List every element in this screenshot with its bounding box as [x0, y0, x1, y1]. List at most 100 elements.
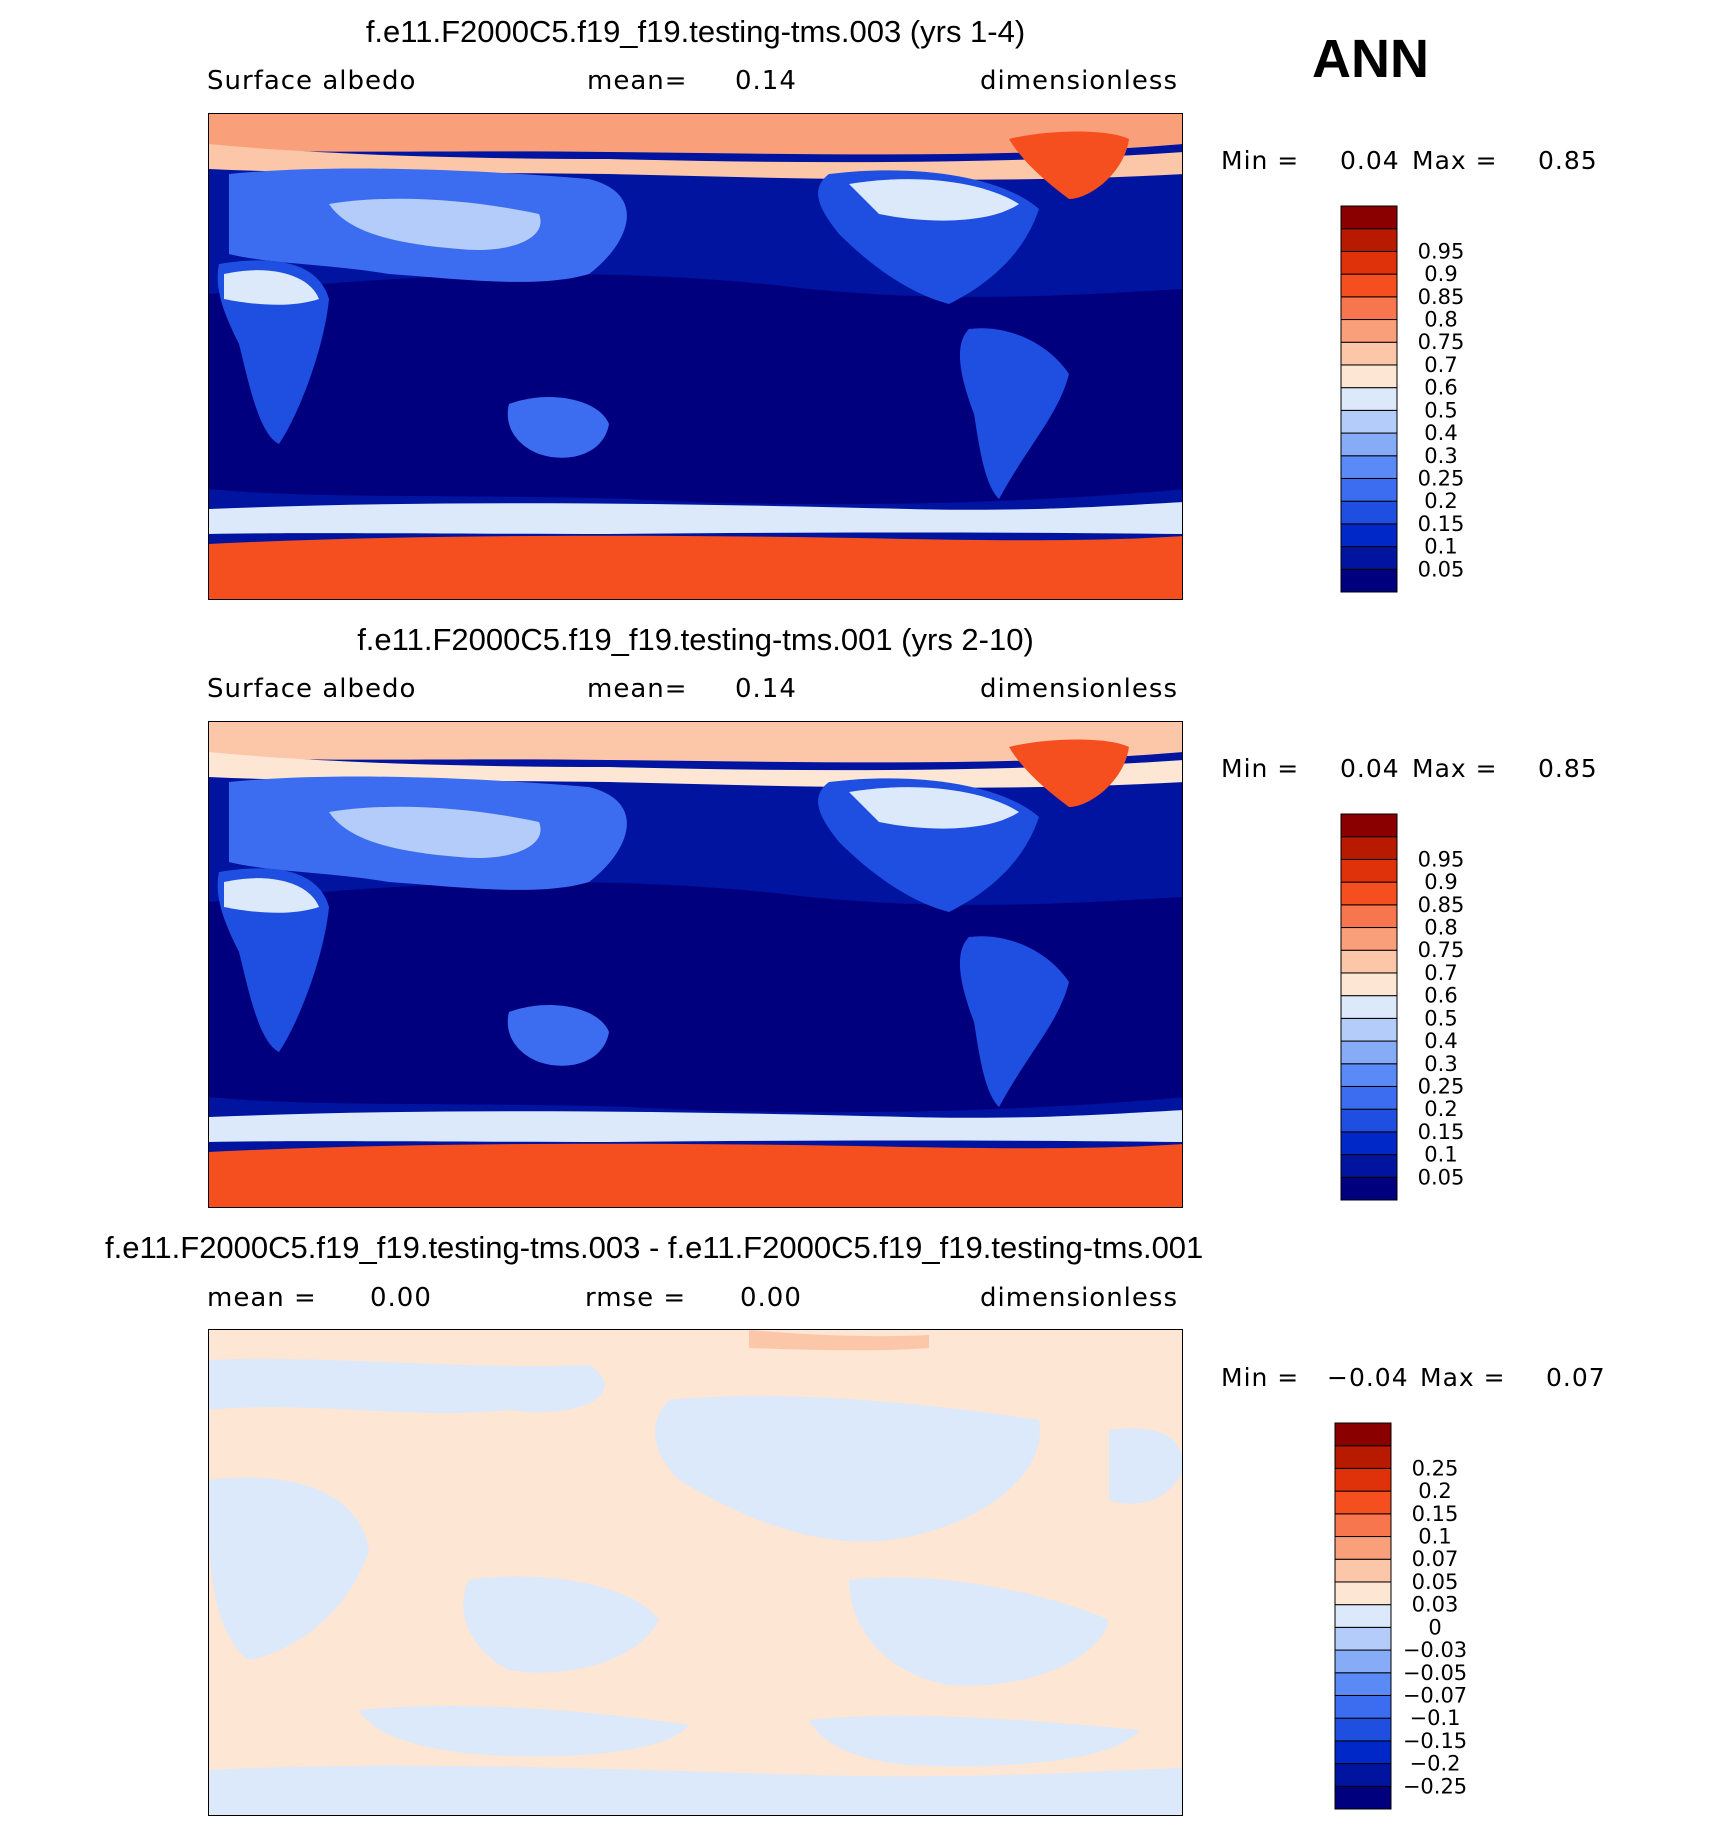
- panel-2-map: [208, 721, 1183, 1208]
- colorbar-tick-label: 0.25: [1418, 466, 1465, 490]
- colorbar-tick-label: 0.2: [1424, 489, 1457, 513]
- colorbar-swatch: [1340, 836, 1398, 860]
- colorbar-swatch: [1334, 1740, 1392, 1765]
- panel-3-max-label: Max =: [1420, 1363, 1506, 1392]
- colorbar-swatch: [1340, 455, 1398, 479]
- colorbar-tick-label: 0.05: [1418, 557, 1465, 581]
- colorbar-tick-label: 0.1: [1418, 1525, 1451, 1549]
- colorbar-tick-label: 0.85: [1418, 893, 1465, 917]
- colorbar-swatch: [1340, 881, 1398, 906]
- colorbar-swatch: [1340, 477, 1398, 502]
- panel-3-min-value: −0.04: [1327, 1363, 1409, 1392]
- colorbar-swatch: [1334, 1513, 1392, 1538]
- colorbar-swatch: [1340, 250, 1398, 275]
- colorbar-swatch: [1340, 228, 1398, 252]
- panel-1-colorbar: 0.05 0.1 0.15 0.2 0.25 0.3 0.4 0.5 0.6 0.7 0.75 0.8…: [1340, 205, 1540, 595]
- colorbar-tick-label: −0.15: [1403, 1729, 1467, 1753]
- colorbar-swatch: [1334, 1490, 1392, 1515]
- colorbar-swatch: [1340, 364, 1398, 389]
- colorbar-swatch: [1334, 1626, 1392, 1651]
- colorbar-swatch: [1340, 1176, 1398, 1201]
- colorbar-tick-label: 0.75: [1418, 330, 1465, 354]
- colorbar-swatch: [1340, 858, 1398, 883]
- colorbar-swatch: [1340, 319, 1398, 343]
- panel-1-colorbar-svg: 0.050.10.150.20.250.30.40.50.60.70.750.8…: [1340, 205, 1465, 593]
- colorbar-tick-label: 0.07: [1412, 1547, 1459, 1571]
- colorbar-swatch: [1340, 523, 1398, 548]
- colorbar-tick-label: 0.15: [1418, 1120, 1465, 1144]
- panel-3-mean-value: 0.00: [370, 1283, 432, 1313]
- colorbar-tick-label: 0.95: [1418, 847, 1465, 871]
- colorbar-swatch: [1334, 1445, 1392, 1469]
- colorbar-tick-label: 0: [1428, 1615, 1441, 1639]
- colorbar-tick-label: −0.07: [1403, 1683, 1467, 1707]
- panel-3-rmse-label: rmse =: [585, 1283, 687, 1313]
- panel-3-colorbar: −0.25 −0.2 −0.15 −0.1 −0.07 −0.05 −0.03 0 0.03 0.…: [1334, 1422, 1534, 1812]
- panel-1-min-value: 0.04: [1340, 146, 1400, 175]
- colorbar-tick-label: 0.1: [1424, 1143, 1457, 1167]
- colorbar-tick-label: 0.5: [1424, 398, 1457, 422]
- panel-1-max-value: 0.85: [1538, 146, 1598, 175]
- panel-2-max-label: Max =: [1412, 754, 1498, 783]
- panel-2-colorbar-svg: 0.050.10.150.20.250.30.40.50.60.70.750.8…: [1340, 813, 1465, 1201]
- colorbar-tick-label: 0.6: [1424, 376, 1457, 400]
- panel-2-variable-label: Surface albedo: [207, 674, 417, 704]
- colorbar-swatch: [1340, 568, 1398, 593]
- colorbar-swatch: [1334, 1536, 1392, 1560]
- panel-3-min-label: Min =: [1221, 1363, 1300, 1392]
- colorbar-swatch: [1340, 1085, 1398, 1110]
- panel-2-mean-value: 0.14: [735, 674, 797, 704]
- colorbar-tick-label: 0.75: [1418, 938, 1465, 962]
- panel-3-difference-field: [209, 1330, 1182, 1815]
- panel-3-max-value: 0.07: [1546, 1363, 1606, 1392]
- colorbar-swatch: [1340, 949, 1398, 974]
- colorbar-tick-label: 0.3: [1424, 444, 1457, 468]
- colorbar-swatch: [1340, 546, 1398, 570]
- colorbar-tick-label: 0.4: [1424, 1029, 1457, 1053]
- colorbar-tick-label: 0.95: [1418, 239, 1465, 263]
- colorbar-swatch: [1340, 205, 1398, 230]
- colorbar-swatch: [1334, 1672, 1392, 1696]
- colorbar-swatch: [1334, 1422, 1392, 1447]
- panel-2-title: f.e11.F2000C5.f19_f19.testing-tms.001 (y…: [357, 622, 1034, 657]
- colorbar-swatch: [1340, 1131, 1398, 1156]
- colorbar-tick-label: −0.05: [1403, 1661, 1467, 1685]
- colorbar-swatch: [1334, 1717, 1392, 1742]
- colorbar-tick-label: 0.05: [1412, 1570, 1459, 1594]
- colorbar-swatch: [1340, 1063, 1398, 1087]
- colorbar-swatch: [1340, 972, 1398, 997]
- colorbar-swatch: [1334, 1785, 1392, 1810]
- panel-2-min-value: 0.04: [1340, 754, 1400, 783]
- colorbar-tick-label: −0.25: [1403, 1774, 1467, 1798]
- panel-3-mean-label: mean =: [207, 1283, 317, 1313]
- season-label: ANN: [1312, 29, 1429, 89]
- colorbar-swatch: [1334, 1649, 1392, 1674]
- colorbar-swatch: [1334, 1467, 1392, 1492]
- panel-2-max-value: 0.85: [1538, 754, 1598, 783]
- colorbar-swatch: [1340, 1017, 1398, 1042]
- colorbar-tick-label: 0.1: [1424, 535, 1457, 559]
- colorbar-tick-label: −0.03: [1403, 1638, 1467, 1662]
- panel-2-albedo-field: [209, 722, 1182, 1207]
- colorbar-swatch: [1340, 432, 1398, 457]
- colorbar-tick-label: −0.1: [1410, 1706, 1461, 1730]
- panel-1-variable-label: Surface albedo: [207, 66, 417, 96]
- colorbar-swatch: [1340, 273, 1398, 298]
- panel-1-max-label: Max =: [1412, 146, 1498, 175]
- colorbar-tick-label: 0.8: [1424, 308, 1457, 332]
- colorbar-tick-label: 0.5: [1424, 1006, 1457, 1030]
- colorbar-swatch: [1340, 500, 1398, 525]
- panel-2-min-label: Min =: [1221, 754, 1300, 783]
- colorbar-tick-label: 0.2: [1418, 1479, 1451, 1503]
- panel-3-title: f.e11.F2000C5.f19_f19.testing-tms.003 - …: [105, 1230, 1204, 1265]
- panel-1-title: f.e11.F2000C5.f19_f19.testing-tms.003 (y…: [365, 14, 1026, 49]
- panel-1-albedo-field: [209, 114, 1182, 599]
- colorbar-swatch: [1340, 813, 1398, 838]
- colorbar-tick-label: 0.4: [1424, 421, 1457, 445]
- colorbar-swatch: [1334, 1581, 1392, 1606]
- colorbar-swatch: [1340, 387, 1398, 411]
- colorbar-tick-label: 0.9: [1424, 262, 1457, 286]
- colorbar-swatch: [1340, 341, 1398, 366]
- colorbar-tick-label: 0.9: [1424, 870, 1457, 894]
- colorbar-tick-label: 0.25: [1418, 1074, 1465, 1098]
